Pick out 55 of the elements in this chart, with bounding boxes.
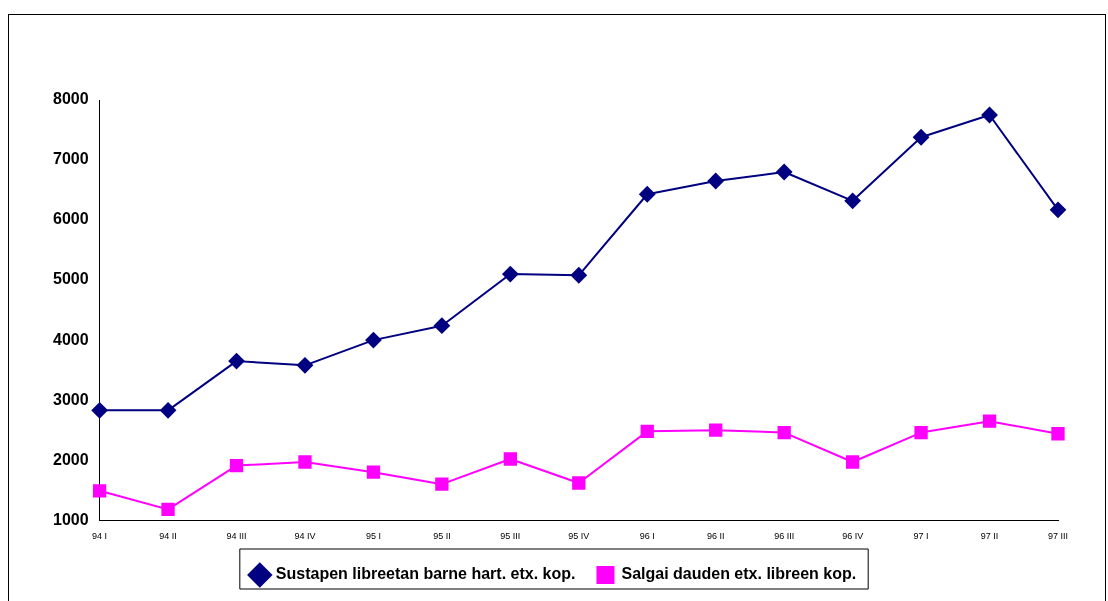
x-tick-label: 96 I xyxy=(639,531,655,542)
x-tick-label: 97 III xyxy=(1047,531,1069,542)
x-tick-label: 94 III xyxy=(226,531,247,542)
x-tick-label: 95 I xyxy=(365,531,381,542)
y-tick-label: 4000 xyxy=(53,330,89,348)
x-tick-label: 96 II xyxy=(706,531,725,542)
point xyxy=(502,266,519,283)
x-tick-label: 94 II xyxy=(159,531,177,542)
x-tick-label: 97 I xyxy=(913,531,929,542)
y-tick-label: 6000 xyxy=(53,210,89,228)
point xyxy=(298,455,312,469)
point xyxy=(777,425,791,440)
point xyxy=(229,458,244,473)
point xyxy=(572,476,586,490)
point xyxy=(366,465,381,479)
point xyxy=(707,173,724,190)
x-tick-label: 96 III xyxy=(774,531,795,542)
point xyxy=(981,107,998,124)
legend-label: Salgai dauden etx. libreen kop. xyxy=(621,565,857,583)
x-tick-label: 97 II xyxy=(980,531,999,542)
x-tick-label: 96 IV xyxy=(842,531,864,542)
x-tick-label: 95 IV xyxy=(568,531,590,542)
point xyxy=(91,402,108,419)
point xyxy=(435,477,449,491)
point xyxy=(433,317,450,334)
point xyxy=(640,424,654,439)
point xyxy=(570,267,587,284)
point xyxy=(709,423,723,437)
point xyxy=(296,357,313,374)
point xyxy=(914,425,928,440)
point xyxy=(844,192,861,209)
point xyxy=(639,186,656,203)
legend-label: Sustapen libreetan barne hart. etx. kop. xyxy=(275,565,576,583)
point xyxy=(92,484,107,498)
y-tick-label: 7000 xyxy=(53,150,89,168)
y-tick-label: 3000 xyxy=(53,390,89,408)
y-tick-label: 1000 xyxy=(53,510,89,528)
x-tick-label: 94 IV xyxy=(294,531,316,542)
y-tick-label: 5000 xyxy=(53,270,89,288)
y-tick-label: 2000 xyxy=(53,450,89,468)
point xyxy=(365,332,382,349)
x-tick-label: 95 II xyxy=(433,531,451,542)
y-tick-label: 8000 xyxy=(53,90,89,108)
point xyxy=(503,452,517,466)
x-tick-label: 95 III xyxy=(500,531,521,542)
x-tick-label: 94 I xyxy=(92,531,108,542)
point xyxy=(160,402,177,419)
point xyxy=(982,414,997,428)
point xyxy=(913,129,930,146)
point xyxy=(845,455,860,469)
point xyxy=(776,164,793,181)
point xyxy=(161,502,175,517)
point xyxy=(1051,427,1065,441)
point xyxy=(1050,201,1066,218)
point xyxy=(228,353,245,370)
